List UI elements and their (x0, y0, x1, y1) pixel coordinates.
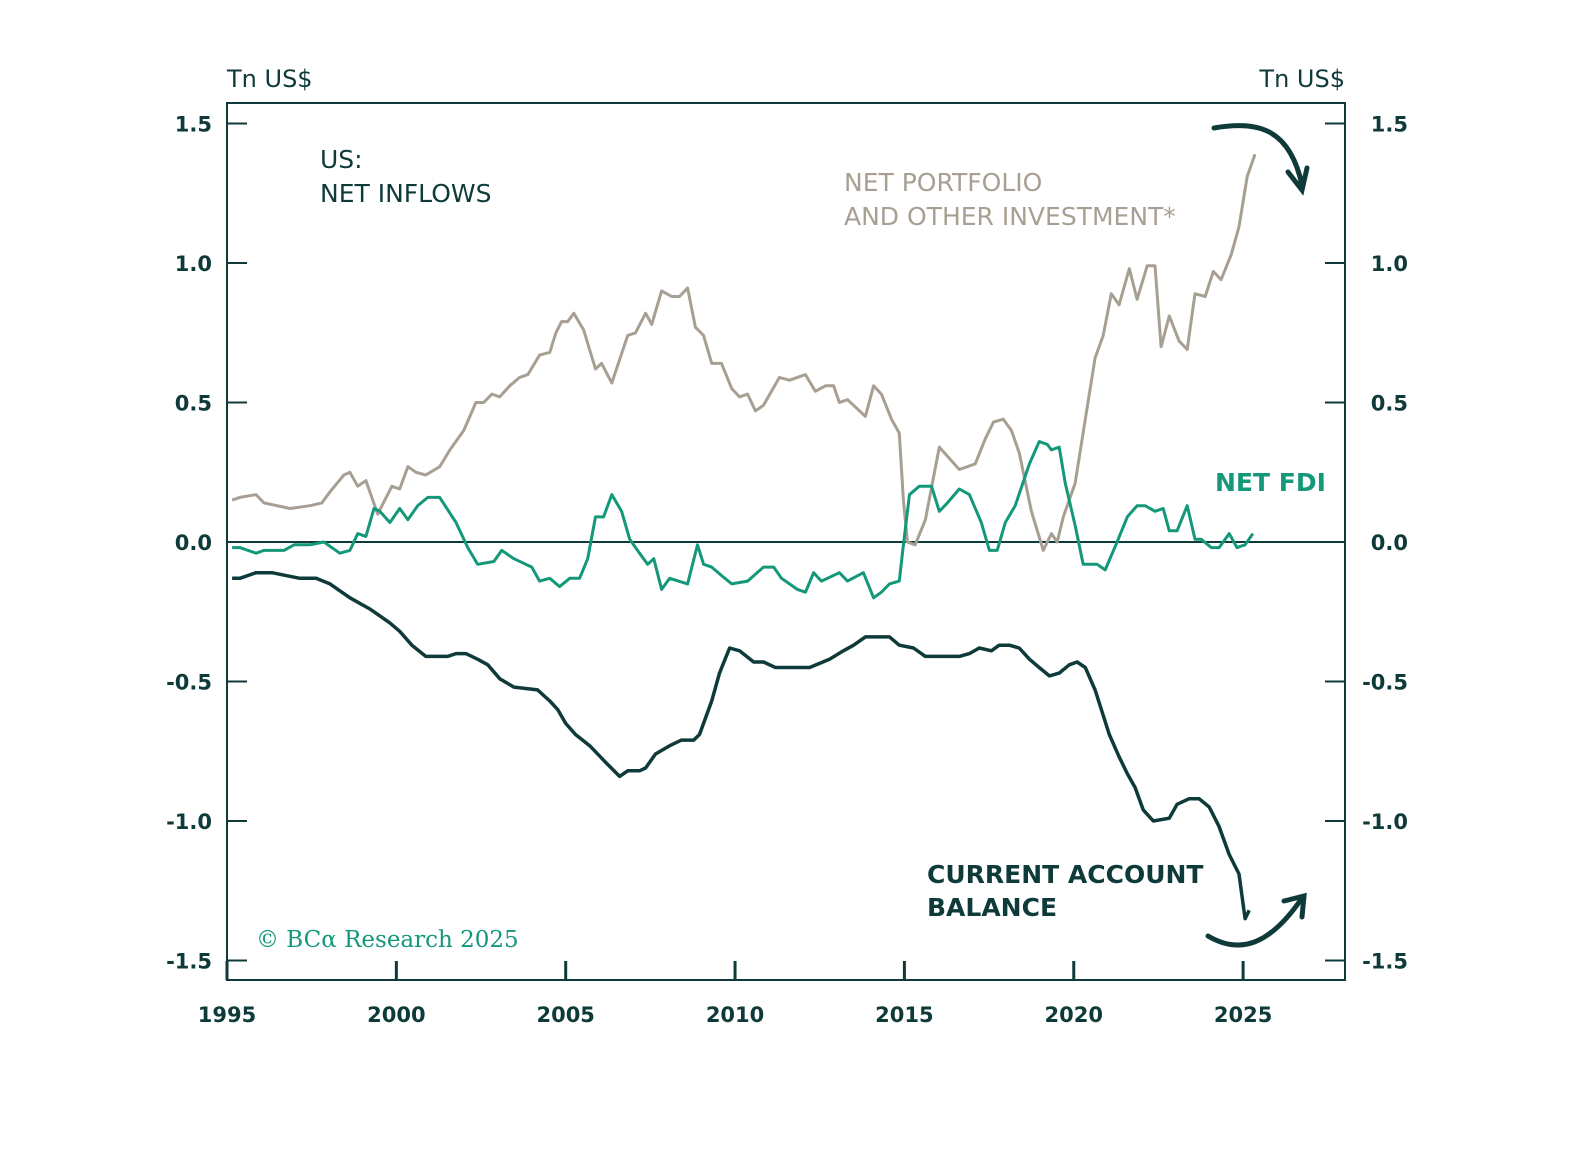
y-tick-label-left: 0.0 (175, 531, 212, 555)
current-account-label-line1: CURRENT ACCOUNT (927, 860, 1203, 889)
series-lines (231, 153, 1257, 921)
x-tick-label: 2005 (536, 1003, 594, 1027)
y-tick-label-right: 1.5 (1371, 113, 1408, 137)
y-tick-label-left: -1.0 (166, 810, 212, 834)
portfolio-label-line1: NET PORTFOLIO (844, 168, 1042, 197)
net-portfolio-line (231, 153, 1257, 552)
x-tick-label: 2015 (875, 1003, 933, 1027)
y-tick-label-right: -1.0 (1362, 810, 1408, 834)
y-tick-label-right: 1.0 (1371, 252, 1408, 276)
y-tick-label-left: 1.5 (175, 113, 212, 137)
arrow-down-icon (1211, 123, 1310, 196)
x-tick-label: 1995 (198, 1003, 256, 1027)
y-tick-label-left: 1.0 (175, 252, 212, 276)
y-tick-label-right: -0.5 (1362, 671, 1408, 695)
current-account-line (232, 570, 1251, 921)
x-tick-label: 2010 (706, 1003, 764, 1027)
current-account-label-line2: BALANCE (927, 893, 1057, 922)
fdi-label: NET FDI (1215, 468, 1326, 497)
x-tick-label: 2020 (1045, 1003, 1103, 1027)
chart-title: US: (320, 145, 363, 174)
y-tick-label-left: -1.5 (166, 950, 212, 974)
net-fdi-line (232, 440, 1255, 600)
y-tick-label-left: 0.5 (175, 392, 212, 416)
chart-subtitle: NET INFLOWS (320, 179, 491, 208)
arrow-up-icon (1205, 892, 1307, 948)
y-tick-label-right: -1.5 (1362, 950, 1408, 974)
portfolio-label-line2: AND OTHER INVESTMENT* (844, 202, 1176, 231)
y-tick-label-right: 0.5 (1371, 392, 1408, 416)
y-tick-label-right: 0.0 (1371, 531, 1408, 555)
axes: 1.5 1.5 1.0 1.0 0.5 0.5 0.0 0.0 -0.5 -0.5 -1.0 -1.0… (166, 113, 1408, 1028)
copyright: © BCα Research 2025 (256, 927, 519, 953)
x-tick-label: 2000 (367, 1003, 425, 1027)
left-axis-unit: Tn US$ (226, 65, 313, 93)
x-tick-label: 2025 (1214, 1003, 1272, 1027)
y-tick-label-left: -0.5 (166, 671, 212, 695)
right-axis-unit: Tn US$ (1258, 65, 1345, 93)
